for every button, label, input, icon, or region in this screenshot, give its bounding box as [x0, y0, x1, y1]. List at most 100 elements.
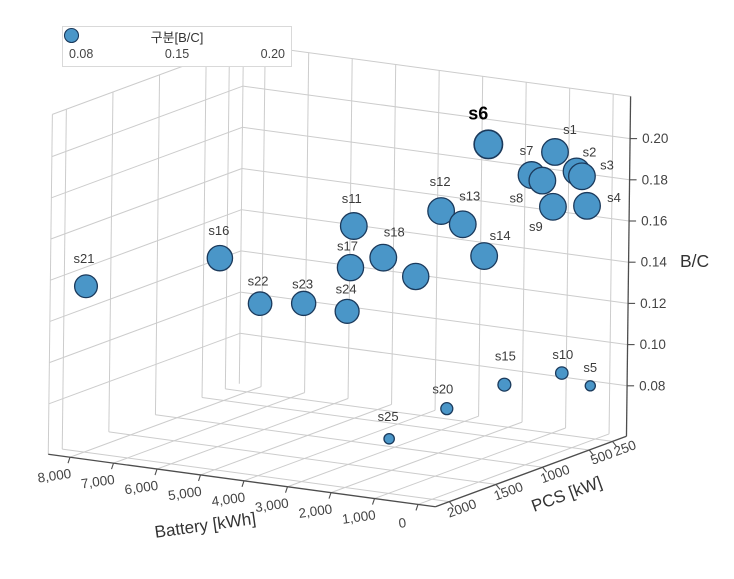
y-axis-tick — [495, 484, 501, 490]
y-axis-tick-label: 1000 — [538, 462, 571, 486]
box-edge — [238, 43, 244, 384]
grid-battery-floor — [243, 409, 436, 482]
bubble-s12 — [427, 197, 456, 225]
z-axis-tick-label: 0.16 — [641, 214, 667, 229]
z-axis-title: B/C — [680, 251, 709, 271]
grid-battery-floor — [69, 386, 262, 458]
legend-item-label: 0.15 — [164, 47, 190, 61]
x-axis-tick-label: 3,000 — [254, 495, 290, 515]
x-axis-tick-label: 6,000 — [124, 478, 160, 498]
grid-battery-wall — [434, 70, 440, 411]
grid-battery-floor — [200, 403, 392, 476]
x-axis-tick-label: 2,000 — [298, 501, 334, 521]
grid-battery-wall — [304, 52, 310, 393]
point-label-s4: s4 — [607, 190, 621, 205]
z-axis-tick-label: 0.10 — [640, 337, 666, 352]
x-axis-tick-label: 1,000 — [341, 507, 377, 527]
grid-battery-floor — [374, 427, 566, 499]
z-axis-tick-label: 0.18 — [642, 172, 668, 187]
point-label-s3: s3 — [600, 157, 614, 172]
point-label-s1: s1 — [563, 122, 577, 137]
x-axis-tick-label: 5,000 — [167, 484, 203, 504]
x-axis-tick — [328, 492, 332, 499]
grid-pcs-wall — [61, 109, 67, 450]
legend-item-label: 0.20 — [260, 47, 285, 61]
legend-title: 구분[B/C] — [150, 30, 204, 45]
bubble-s14 — [470, 242, 499, 271]
grid-z-left-wall — [51, 126, 243, 199]
bubble-s22 — [247, 291, 273, 317]
bubble-s15 — [497, 377, 512, 392]
point-label-s22: s22 — [248, 274, 269, 289]
z-axis-tick-label: 0.08 — [639, 378, 665, 393]
bubble-s20 — [440, 402, 454, 416]
legend-item-label: 0.08 — [69, 47, 94, 61]
z-axis-tick-label: 0.12 — [640, 296, 666, 311]
grid-battery-floor — [156, 398, 349, 470]
point-label-s13: s13 — [459, 188, 480, 203]
grid-battery-floor — [113, 392, 305, 464]
y-axis-tick — [542, 466, 548, 473]
y-axis-line — [435, 435, 627, 508]
x-axis-tick — [241, 480, 245, 488]
point-label-s21: s21 — [74, 251, 95, 266]
bubble-s3 — [567, 162, 596, 191]
grid-pcs-floor — [108, 431, 497, 485]
x-axis-tick — [284, 486, 289, 493]
grid-battery-floor — [330, 421, 523, 494]
grid-pcs-wall — [108, 92, 114, 432]
x-axis-tick-label: 4,000 — [211, 490, 247, 510]
bubble-size-icon — [63, 27, 80, 44]
point-label-s2: s2 — [583, 144, 597, 159]
bubble-s19 — [401, 262, 430, 291]
point-label-s6: s6 — [468, 103, 488, 123]
point-label-s11: s11 — [342, 191, 362, 206]
bubble-s6 — [473, 129, 504, 160]
bubble-s10 — [554, 366, 569, 380]
y-axis-tick-label: 250 — [612, 437, 638, 459]
legend-item-0.20: 0.20 — [63, 27, 285, 61]
legend-item-0.15: 0.15 — [64, 28, 190, 61]
grid-pcs-floor — [62, 448, 450, 503]
grid-battery-wall — [608, 94, 614, 434]
point-label-s9: s9 — [529, 219, 543, 234]
grid-battery-floor — [287, 415, 479, 488]
y-axis-tick-label: 1500 — [492, 479, 525, 503]
point-label-s17: s17 — [337, 239, 358, 254]
point-label-s7: s7 — [520, 143, 534, 158]
y-axis-tick — [588, 449, 594, 456]
z-axis-tick-label: 0.14 — [641, 255, 668, 270]
x-axis-title: Battery [kWh] — [153, 509, 257, 542]
y-axis-tick — [448, 501, 454, 507]
y-axis-tick-label: 500 — [588, 446, 614, 468]
y-axis-tick — [612, 441, 617, 447]
z-axis-line — [625, 96, 632, 437]
x-axis-tick — [67, 457, 71, 464]
grid-battery-wall — [260, 46, 266, 387]
point-label-s14: s14 — [490, 228, 511, 243]
grid-battery-wall — [391, 64, 397, 405]
z-axis-tick-label: 0.20 — [642, 131, 668, 146]
bubble-s16 — [206, 244, 234, 272]
bubble-s23 — [290, 290, 317, 317]
grid-z-left-wall — [51, 85, 244, 158]
point-label-s5: s5 — [583, 360, 597, 375]
point-label-s15: s15 — [495, 349, 516, 364]
grid-z-left-wall — [49, 291, 241, 364]
bubble-s4 — [573, 191, 601, 220]
grid-pcs-wall — [154, 74, 161, 415]
x-axis-tick — [197, 474, 202, 482]
bubble-s25 — [383, 432, 395, 445]
point-label-s20: s20 — [432, 382, 453, 397]
grid-z-right-wall — [241, 209, 629, 263]
point-label-s12: s12 — [430, 174, 451, 189]
grid-z-left-wall — [50, 209, 242, 281]
grid-battery-floor — [417, 433, 610, 505]
x-axis-tick — [154, 468, 158, 476]
grid-z-right-wall — [240, 250, 629, 304]
box-edge — [47, 114, 53, 455]
grid-pcs-wall — [201, 57, 207, 398]
bubble-s24 — [334, 298, 360, 324]
legend-items: 0.08 0.15 0.20 — [63, 27, 285, 61]
